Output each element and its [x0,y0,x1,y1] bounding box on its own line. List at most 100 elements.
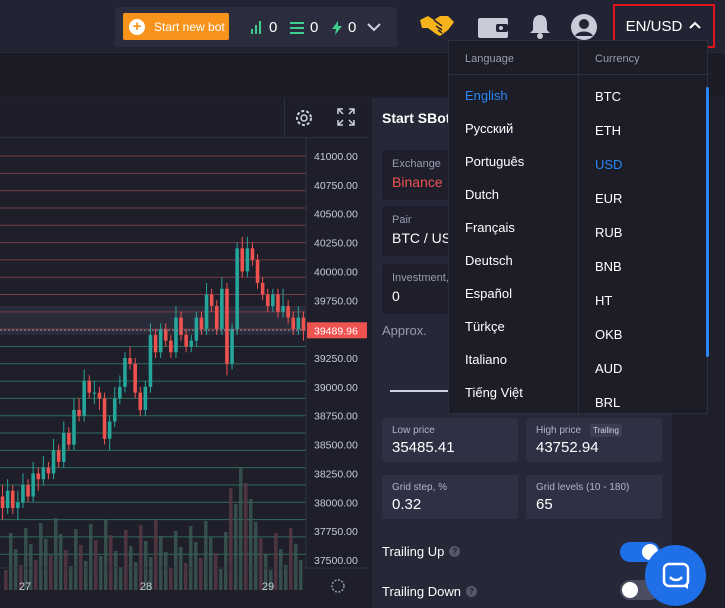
language-option[interactable]: Dutch [465,187,499,202]
chevron-down-icon[interactable] [365,18,383,36]
volume-bar [104,519,108,590]
volume-bar [294,544,298,590]
avatar-icon[interactable] [571,14,597,40]
volume-bar [249,499,253,590]
candle-body [31,473,35,497]
gear-icon[interactable] [293,107,315,129]
candle-body [245,248,250,272]
chart-panel: 41000.00 40750.00 40500.00 40250.00 40000.00… [0,98,368,608]
top-bar: + Start new bot 0 0 0 EN/USD [0,0,725,55]
stacked-bots-counter[interactable]: 0 [290,19,318,36]
currency-option[interactable]: OKB [595,327,623,342]
volume-bar [149,557,153,590]
chevron-up-icon [689,21,702,29]
candle-body [240,248,245,272]
chat-button[interactable] [645,545,706,606]
volume-bar [54,518,58,590]
stack-icon [290,21,304,34]
low-price-value: 35485.41 [392,439,455,456]
volume-bar [69,566,73,590]
grid-levels-label: Grid levels (10 - 180) [536,482,630,493]
candle-body [148,334,153,387]
candle-body [112,398,117,422]
scrollbar[interactable] [706,87,709,357]
help-icon[interactable]: ? [449,546,461,557]
volume-bar [34,560,38,590]
candlestick-chart[interactable]: 41000.00 40750.00 40500.00 40250.00 40000.00… [0,138,368,608]
candle-body [184,334,188,347]
volume-bar [204,521,208,590]
candle-body [250,248,255,260]
wallet-icon[interactable] [478,16,510,38]
language-option[interactable]: Tiếng Việt [465,385,523,400]
date-tick-label: 28 [140,581,152,593]
price-chart[interactable]: 41000.00 40750.00 40500.00 40250.00 40000.00… [0,138,368,608]
grid-step-box[interactable]: Grid step, % 0.32 [382,475,518,519]
price-tick-label: 40500.00 [314,209,358,221]
volume-bar [234,504,238,590]
currency-option[interactable]: BRL [595,395,621,410]
candle-body [72,409,76,445]
volume-bar [299,560,303,590]
handshake-icon[interactable] [418,12,456,40]
candle-body [235,248,239,330]
low-price-label: Low price [392,425,435,436]
expand-icon[interactable] [337,108,355,126]
active-bots-counter[interactable]: 0 [251,19,277,36]
language-option[interactable]: Deutsch [465,253,513,268]
price-tick-label: 38500.00 [314,440,358,452]
candle-body [97,392,102,399]
volume-bar [144,541,148,590]
lightning-count: 0 [348,19,357,36]
lightning-counter[interactable]: 0 [332,19,356,36]
price-tick-label: 41000.00 [314,151,358,163]
help-icon[interactable]: ? [466,586,477,597]
start-new-bot-button[interactable]: + Start new bot [123,13,229,40]
trailing-badge: Trailing [590,424,622,437]
candle-body [138,392,143,410]
currency-option[interactable]: AUD [595,361,623,376]
slider-track[interactable] [390,390,450,392]
volume-bar [124,530,128,590]
trailing-down-row: Trailing Down ? [382,584,477,599]
pair-value: BTC / USD [392,230,462,246]
currency-option[interactable]: HT [595,293,613,308]
currency-option[interactable]: RUB [595,225,623,240]
volume-bar [89,524,93,590]
language-option[interactable]: Italiano [465,352,507,367]
candle-body [21,484,25,503]
candle-body [41,467,46,480]
bell-icon[interactable] [530,13,550,39]
price-tick-label: 38750.00 [314,411,358,423]
candle-body [255,259,260,283]
volume-bar [24,528,28,590]
language-option[interactable]: Français [465,220,515,235]
volume-bar [114,551,118,590]
language-option[interactable]: English [465,88,508,103]
current-price-label: 39489.96 [314,325,358,337]
currency-option[interactable]: EUR [595,191,623,206]
approx-label: Approx. [382,323,427,338]
currency-option[interactable]: ETH [595,123,621,138]
language-option[interactable]: Español [465,286,512,301]
candle-body [174,317,178,353]
language-option[interactable]: Português [465,154,525,169]
chart-toolbar [0,98,368,138]
settings-icon[interactable] [331,579,345,593]
language-option[interactable]: Türkçe [465,319,505,334]
low-price-box[interactable]: Low price 35485.41 [382,418,518,462]
exchange-label: Exchange [392,158,441,170]
volume-bar [154,520,158,590]
currency-option[interactable]: BNB [595,259,622,274]
currency-option[interactable]: USD [595,157,623,172]
date-tick-label: 27 [19,581,31,593]
high-price-box[interactable]: High price Trailing 43752.94 [526,418,662,462]
candle-body [199,317,204,330]
currency-option[interactable]: BTC [595,89,621,104]
volume-bar [229,488,233,590]
grid-levels-box[interactable]: Grid levels (10 - 180) 65 [526,475,662,519]
language-option[interactable]: Русский [465,121,514,136]
volume-bar [44,539,48,590]
price-tick-label: 40250.00 [314,238,358,250]
volume-bar [119,567,123,590]
